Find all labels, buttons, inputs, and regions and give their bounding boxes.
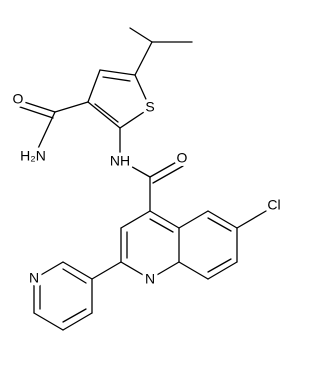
bonds bbox=[17, 27, 267, 331]
atom-label: N bbox=[145, 271, 155, 287]
atom-label: S bbox=[145, 99, 154, 115]
atom-label: Cl bbox=[267, 197, 280, 213]
atom-label: H₂N bbox=[20, 148, 46, 164]
atom-label: N bbox=[29, 270, 39, 286]
atom-label: O bbox=[13, 91, 24, 107]
atom-label: O bbox=[177, 150, 188, 166]
page: {"atoms": {"amide_oxygen": "O", "amide_n… bbox=[9, 27, 284, 331]
atom-labels: O H₂N S NH O Cl N N bbox=[9, 87, 284, 290]
molecule-diagram: O H₂N S NH O Cl N N bbox=[9, 27, 284, 331]
atom-label: NH bbox=[110, 153, 130, 169]
